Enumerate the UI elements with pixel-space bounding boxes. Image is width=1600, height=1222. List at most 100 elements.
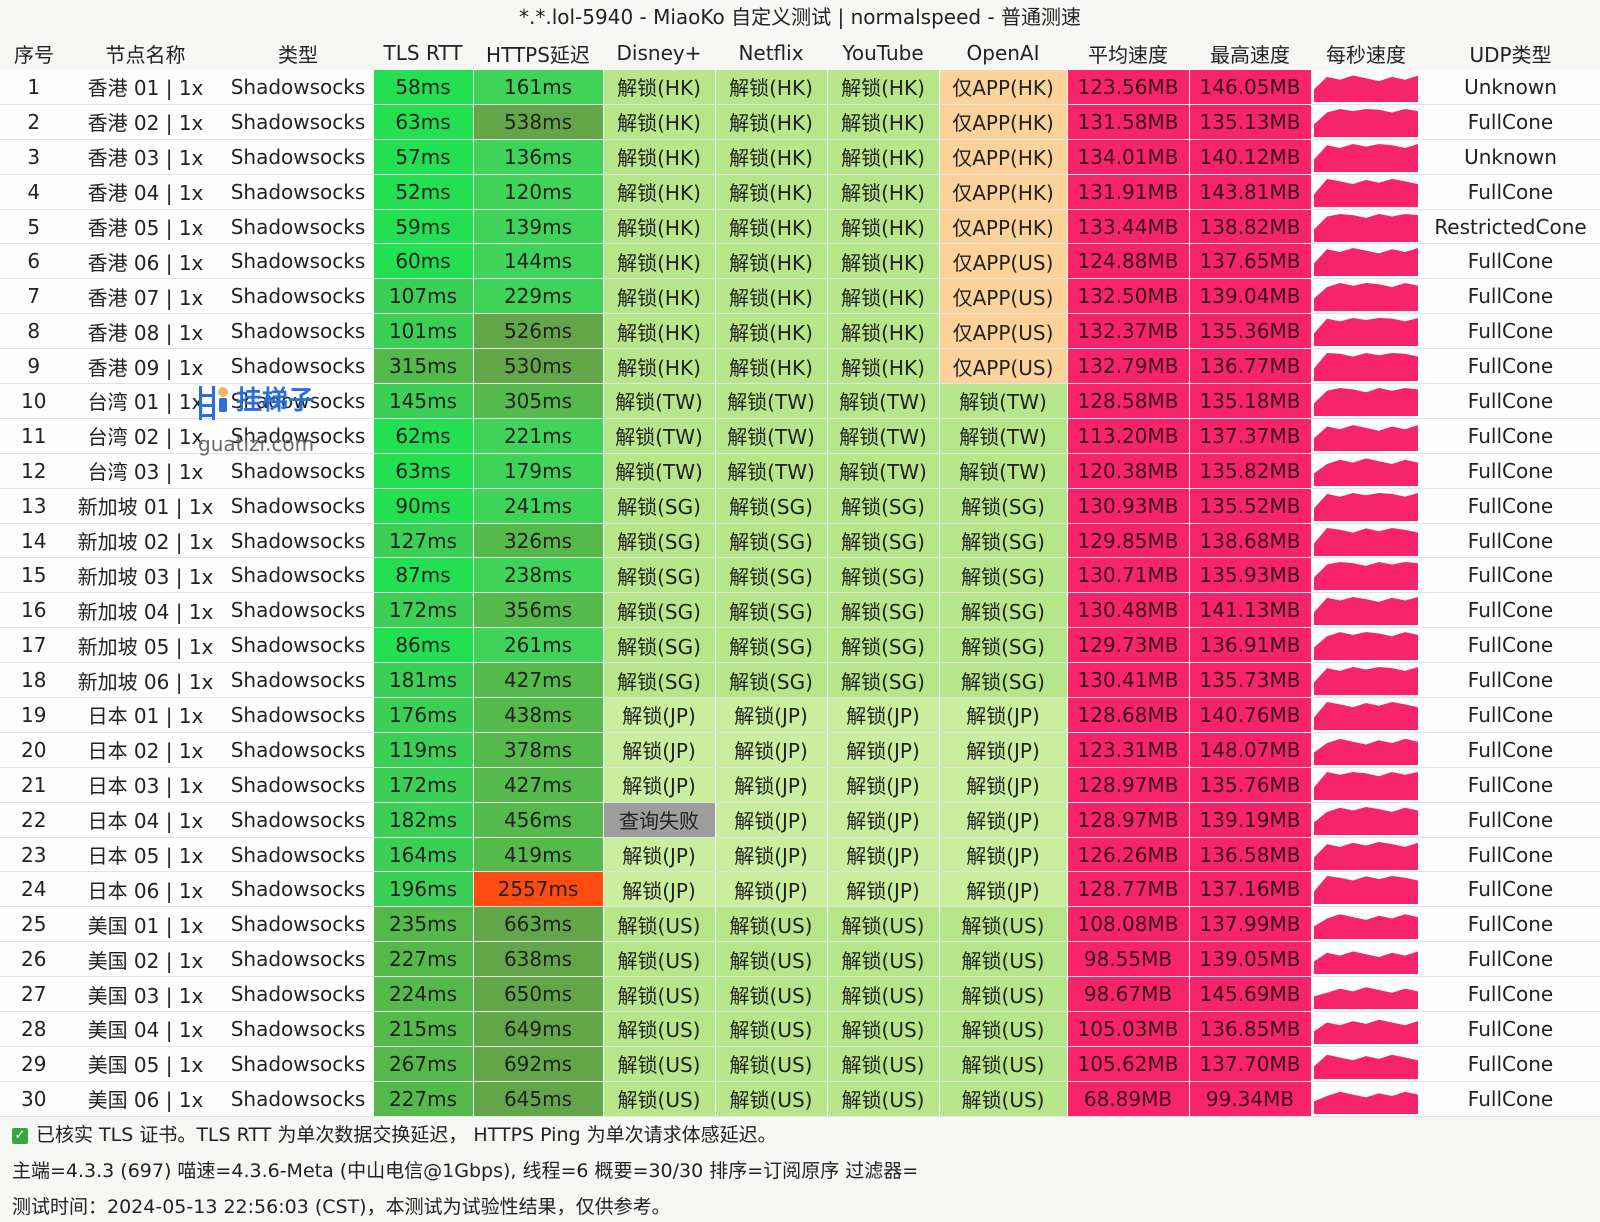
cell-max-speed: 146.05MB xyxy=(1189,70,1312,105)
header-disney[interactable]: Disney+ xyxy=(616,41,702,65)
cell-type: Shadowsocks xyxy=(223,243,374,280)
speed-sparkline xyxy=(1313,492,1418,521)
table-row[interactable]: 17 新加坡 05 | 1x Shadowsocks 86ms 261ms 解锁(SG) 解… xyxy=(0,627,1600,664)
cell-https-latency: 305ms xyxy=(473,383,604,419)
table-row[interactable]: 3 香港 03 | 1x Shadowsocks 57ms 136ms 解锁(HK) 解锁(… xyxy=(0,139,1600,175)
cell-per-second-speed xyxy=(1311,348,1422,385)
table-row[interactable]: 14 新加坡 02 | 1x Shadowsocks 127ms 326ms 解锁(SG)… xyxy=(0,523,1600,559)
cell-node-name: 香港 04 | 1x xyxy=(68,174,224,210)
cell-max-speed: 136.85MB xyxy=(1189,1011,1312,1047)
sparkline-area xyxy=(1313,527,1418,556)
table-row[interactable]: 4 香港 04 | 1x Shadowsocks 52ms 120ms 解锁(HK) 解锁(… xyxy=(0,174,1600,210)
table-row[interactable]: 20 日本 02 | 1x Shadowsocks 119ms 378ms 解锁(JP) 解… xyxy=(0,732,1600,768)
header-https-latency[interactable]: HTTPS延迟 xyxy=(486,42,590,67)
table-row[interactable]: 11 台湾 02 | 1x Shadowsocks 62ms 221ms 解锁(TW) 解锁… xyxy=(0,418,1600,454)
cell-netflix: 解锁(US) xyxy=(715,906,828,943)
cell-node-name: 新加坡 01 | 1x xyxy=(68,488,224,524)
cell-max-speed: 135.76MB xyxy=(1189,767,1312,803)
table-row[interactable]: 22 日本 04 | 1x Shadowsocks 182ms 456ms 查询失败 解锁(… xyxy=(0,802,1600,838)
cell-node-name: 新加坡 02 | 1x xyxy=(68,523,224,559)
cell-type: Shadowsocks xyxy=(223,662,374,699)
cell-netflix: 解锁(SG) xyxy=(715,523,828,559)
cell-per-second-speed xyxy=(1311,662,1422,699)
cell-type: Shadowsocks xyxy=(223,139,374,175)
table-row[interactable]: 9 香港 09 | 1x Shadowsocks 315ms 530ms 解锁(HK) 解锁… xyxy=(0,348,1600,385)
header-youtube[interactable]: YouTube xyxy=(842,41,924,65)
cell-udp-type: FullCone xyxy=(1421,1081,1600,1117)
cell-netflix: 解锁(SG) xyxy=(715,557,828,594)
cell-udp-type: FullCone xyxy=(1421,906,1600,943)
cell-avg-speed: 132.50MB xyxy=(1067,278,1190,315)
table-row[interactable]: 1 香港 01 | 1x Shadowsocks 58ms 161ms 解锁(HK) 解锁(… xyxy=(0,70,1600,105)
cell-no: 11 xyxy=(0,418,69,454)
cell-no: 24 xyxy=(0,871,69,908)
cell-node-name: 美国 03 | 1x xyxy=(68,976,224,1013)
table-row[interactable]: 23 日本 05 | 1x Shadowsocks 164ms 419ms 解锁(JP) 解… xyxy=(0,837,1600,873)
table-row[interactable]: 29 美国 05 | 1x Shadowsocks 267ms 692ms 解锁(US) 解… xyxy=(0,1046,1600,1082)
table-row[interactable]: 2 香港 02 | 1x Shadowsocks 63ms 538ms 解锁(HK) 解锁(… xyxy=(0,104,1600,140)
cell-udp-type: FullCone xyxy=(1421,1046,1600,1082)
header-type[interactable]: 类型 xyxy=(278,42,318,67)
cell-per-second-speed xyxy=(1311,697,1422,733)
cell-udp-type: FullCone xyxy=(1421,871,1600,908)
cell-avg-speed: 98.67MB xyxy=(1067,976,1190,1013)
cell-tls-rtt: 101ms xyxy=(373,313,474,350)
cell-udp-type: FullCone xyxy=(1421,243,1600,280)
cell-max-speed: 135.52MB xyxy=(1189,488,1312,524)
cell-node-name: 日本 01 | 1x xyxy=(68,697,224,733)
header-openai[interactable]: OpenAI xyxy=(966,41,1040,65)
table-row[interactable]: 5 香港 05 | 1x Shadowsocks 59ms 139ms 解锁(HK) 解锁(… xyxy=(0,209,1600,245)
sparkline-area xyxy=(1313,424,1418,451)
cell-max-speed: 99.34MB xyxy=(1189,1081,1312,1117)
cell-avg-speed: 128.68MB xyxy=(1067,697,1190,733)
cell-disney: 查询失败 xyxy=(603,802,716,838)
cell-max-speed: 137.70MB xyxy=(1189,1046,1312,1082)
table-row[interactable]: 18 新加坡 06 | 1x Shadowsocks 181ms 427ms 解锁(SG)… xyxy=(0,662,1600,699)
speed-sparkline xyxy=(1313,597,1418,626)
header-avg-speed[interactable]: 平均速度 xyxy=(1088,42,1168,67)
cell-https-latency: 427ms xyxy=(473,767,604,803)
header-per-second-speed[interactable]: 每秒速度 xyxy=(1326,42,1406,67)
cell-node-name: 新加坡 05 | 1x xyxy=(68,627,224,664)
cell-youtube: 解锁(US) xyxy=(827,1011,940,1047)
sparkline-area xyxy=(1313,1091,1418,1114)
table-row[interactable]: 16 新加坡 04 | 1x Shadowsocks 172ms 356ms 解锁(SG)… xyxy=(0,592,1600,629)
cell-type: Shadowsocks xyxy=(223,941,374,978)
header-node-name[interactable]: 节点名称 xyxy=(105,42,186,67)
cell-tls-rtt: 60ms xyxy=(373,243,474,280)
header-max-speed[interactable]: 最高速度 xyxy=(1210,42,1290,67)
cell-youtube: 解锁(SG) xyxy=(827,557,940,594)
cell-no: 22 xyxy=(0,802,69,838)
cell-tls-rtt: 227ms xyxy=(373,1081,474,1117)
cell-https-latency: 238ms xyxy=(473,557,604,594)
table-row[interactable]: 30 美国 06 | 1x Shadowsocks 227ms 645ms 解锁(US) 解… xyxy=(0,1081,1600,1117)
cell-disney: 解锁(US) xyxy=(603,1011,716,1047)
cell-node-name: 日本 02 | 1x xyxy=(68,732,224,768)
table-row[interactable]: 15 新加坡 03 | 1x Shadowsocks 87ms 238ms 解锁(SG) 解… xyxy=(0,557,1600,594)
table-row[interactable]: 7 香港 07 | 1x Shadowsocks 107ms 229ms 解锁(HK) 解锁… xyxy=(0,278,1600,315)
header-no[interactable]: 序号 xyxy=(14,42,54,67)
cell-no: 7 xyxy=(0,278,69,315)
cell-tls-rtt: 62ms xyxy=(373,418,474,454)
table-row[interactable]: 28 美国 04 | 1x Shadowsocks 215ms 649ms 解锁(US) 解… xyxy=(0,1011,1600,1047)
cell-type: Shadowsocks xyxy=(223,383,374,419)
cell-netflix: 解锁(HK) xyxy=(715,139,828,175)
cell-avg-speed: 128.97MB xyxy=(1067,767,1190,803)
cell-avg-speed: 131.91MB xyxy=(1067,174,1190,210)
table-row[interactable]: 8 香港 08 | 1x Shadowsocks 101ms 526ms 解锁(HK) 解锁… xyxy=(0,313,1600,350)
cell-udp-type: FullCone xyxy=(1421,592,1600,629)
table-row[interactable]: 26 美国 02 | 1x Shadowsocks 227ms 638ms 解锁(US) 解… xyxy=(0,941,1600,978)
cell-openai: 解锁(JP) xyxy=(939,871,1068,908)
table-row[interactable]: 21 日本 03 | 1x Shadowsocks 172ms 427ms 解锁(JP) 解… xyxy=(0,767,1600,803)
table-row[interactable]: 24 日本 06 | 1x Shadowsocks 196ms 2557ms 解锁(JP)… xyxy=(0,871,1600,908)
header-tls-rtt[interactable]: TLS RTT xyxy=(383,41,463,65)
table-row[interactable]: 10 台湾 01 | 1x Shadowsocks 145ms 305ms 解锁(TW) 解… xyxy=(0,383,1600,419)
table-row[interactable]: 19 日本 01 | 1x Shadowsocks 176ms 438ms 解锁(JP) 解… xyxy=(0,697,1600,733)
table-row[interactable]: 27 美国 03 | 1x Shadowsocks 224ms 650ms 解锁(US) 解… xyxy=(0,976,1600,1013)
header-netflix[interactable]: Netflix xyxy=(738,41,804,65)
table-row[interactable]: 25 美国 01 | 1x Shadowsocks 235ms 663ms 解锁(US) 解… xyxy=(0,906,1600,943)
table-row[interactable]: 6 香港 06 | 1x Shadowsocks 60ms 144ms 解锁(HK) 解锁(… xyxy=(0,243,1600,280)
table-row[interactable]: 12 台湾 03 | 1x Shadowsocks 63ms 179ms 解锁(TW) 解锁… xyxy=(0,453,1600,489)
table-row[interactable]: 13 新加坡 01 | 1x Shadowsocks 90ms 241ms 解锁(SG) 解… xyxy=(0,488,1600,524)
header-udp-type[interactable]: UDP类型 xyxy=(1469,42,1552,67)
